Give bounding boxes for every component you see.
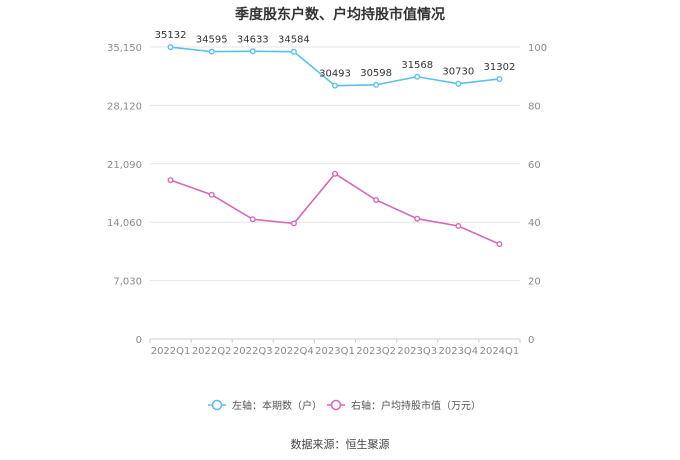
chart-title: 季度股东户数、户均持股市值情况: [235, 7, 445, 23]
legend-label: 右轴：户均持股市值（万元）: [351, 399, 481, 412]
legend-marker-symbol: [211, 399, 223, 411]
left-axis-tick-label: 28,120: [107, 101, 142, 112]
data-point: [290, 220, 297, 227]
x-axis-tick-label: 2022Q3: [233, 346, 273, 357]
data-point: [249, 48, 256, 55]
right-axis-tick-label: 100: [528, 43, 547, 54]
x-axis-tick-label: 2022Q2: [192, 346, 232, 357]
data-point: [496, 75, 503, 82]
right-axis-tick-label: 20: [528, 277, 541, 288]
data-point: [373, 197, 380, 204]
left-axis-tick-label: 21,090: [107, 160, 142, 171]
x-axis-tick-label: 2023Q3: [397, 346, 437, 357]
data-point: [332, 170, 339, 177]
right-axis-tick-label: 40: [528, 218, 541, 229]
data-point: [414, 215, 421, 222]
data-label: 34595: [196, 35, 228, 46]
data-point: [290, 48, 297, 55]
data-point: [414, 73, 421, 80]
legend-marker-symbol: [330, 399, 342, 411]
x-axis-tick-label: 2022Q4: [274, 346, 314, 357]
legend-label: 左轴：本期数（户）: [232, 399, 322, 412]
x-axis-tick-label: 2024Q1: [480, 346, 520, 357]
left-axis-tick-label: 35,150: [107, 43, 142, 54]
data-point: [208, 48, 215, 55]
data-label: 34633: [237, 34, 269, 45]
x-axis-tick-label: 2023Q2: [356, 346, 396, 357]
left-axis-tick-label: 14,060: [107, 218, 142, 229]
left-axis-tick-label: 7,030: [113, 277, 142, 288]
right-axis-tick-label: 80: [528, 101, 541, 112]
data-point: [249, 216, 256, 223]
data-point: [373, 81, 380, 88]
series-line-2: [170, 172, 500, 245]
data-source: 数据来源：恒生聚源: [290, 438, 390, 451]
x-axis-tick-label: 2023Q4: [438, 346, 478, 357]
data-label: 30730: [442, 67, 474, 78]
data-point: [167, 44, 174, 51]
data-point: [496, 241, 503, 248]
data-point: [455, 222, 462, 229]
data-label: 34584: [278, 35, 310, 46]
data-point: [167, 177, 174, 184]
right-axis-tick-label: 0: [528, 335, 534, 346]
data-label: 31568: [401, 60, 433, 71]
data-point: [455, 80, 462, 87]
data-point: [332, 82, 339, 89]
data-label: 30493: [319, 69, 351, 80]
left-axis-tick-label: 0: [136, 335, 142, 346]
data-point: [208, 191, 215, 198]
data-label: 31302: [484, 62, 516, 73]
x-axis-tick-label: 2022Q1: [151, 346, 191, 357]
data-label: 35132: [155, 30, 187, 41]
data-label: 30598: [360, 68, 392, 79]
x-axis-tick-label: 2023Q1: [315, 346, 355, 357]
right-axis-tick-label: 60: [528, 160, 541, 171]
